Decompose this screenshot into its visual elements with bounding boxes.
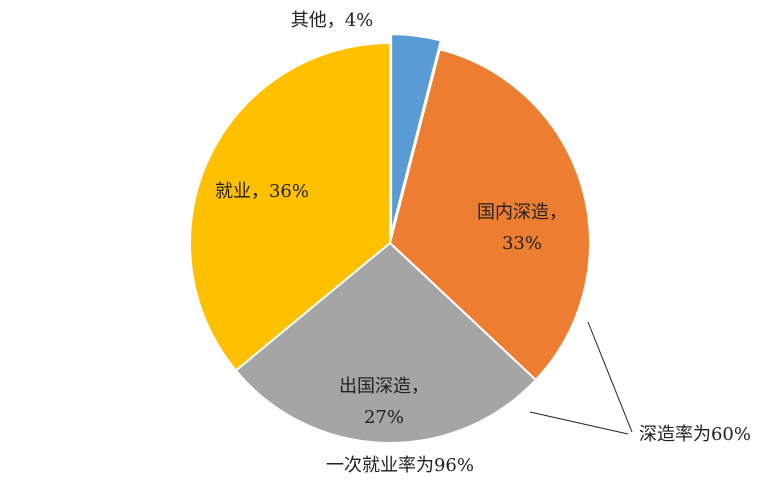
annotation: 深造率为60% [639,424,751,445]
leader-line [529,411,629,435]
value-label: 33% [502,233,542,254]
label-separator: ， [411,376,429,397]
category-label: 就业 [215,181,251,202]
label-separator: ， [549,202,567,223]
data-label: 国内深造， 33% [477,202,567,254]
data-label: 其他，4% [291,10,374,31]
annotation: 一次就业率为96% [326,455,474,476]
value-label: 27% [364,407,404,428]
label-separator: ， [251,181,269,202]
value-label: 36% [269,181,309,202]
category-label: 国内深造 [477,202,549,223]
data-label: 出国深造， 27% [339,376,429,428]
pie-slice [234,241,538,444]
leader-line [587,321,633,433]
data-label: 就业，36% [215,181,309,202]
label-separator: ， [327,10,345,31]
pie-slice [390,33,443,235]
value-label: 4% [345,10,374,31]
pie-slice [189,41,391,372]
pie-slice [388,48,591,382]
category-label: 其他 [291,10,327,31]
category-label: 出国深造 [339,376,411,397]
